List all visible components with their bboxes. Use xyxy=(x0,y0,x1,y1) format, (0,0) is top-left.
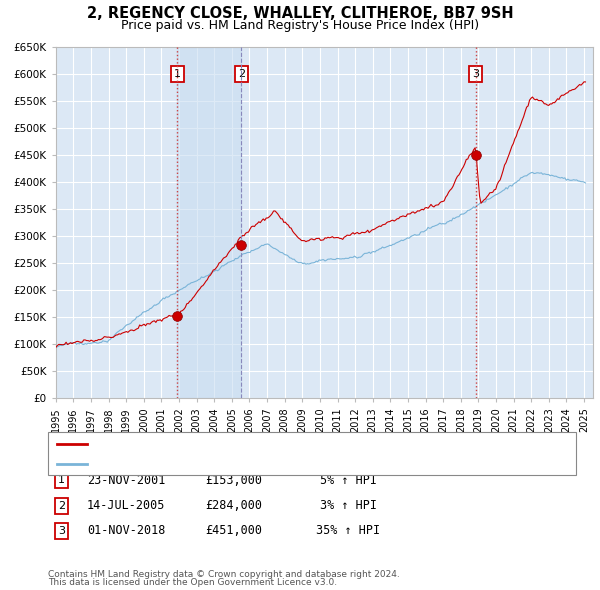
Text: 2: 2 xyxy=(238,69,245,79)
Text: 1: 1 xyxy=(58,476,65,485)
Text: 2: 2 xyxy=(58,501,65,510)
Text: £451,000: £451,000 xyxy=(205,525,263,537)
Text: £153,000: £153,000 xyxy=(205,474,263,487)
Text: 14-JUL-2005: 14-JUL-2005 xyxy=(87,499,165,512)
Text: 35% ↑ HPI: 35% ↑ HPI xyxy=(316,525,380,537)
Text: Price paid vs. HM Land Registry's House Price Index (HPI): Price paid vs. HM Land Registry's House … xyxy=(121,19,479,32)
Text: 3: 3 xyxy=(58,526,65,536)
Text: 3: 3 xyxy=(472,69,479,79)
Text: 01-NOV-2018: 01-NOV-2018 xyxy=(87,525,165,537)
Text: 3% ↑ HPI: 3% ↑ HPI xyxy=(320,499,377,512)
Text: 5% ↑ HPI: 5% ↑ HPI xyxy=(320,474,377,487)
Bar xyxy=(177,47,241,398)
Text: 23-NOV-2001: 23-NOV-2001 xyxy=(87,474,165,487)
Text: Contains HM Land Registry data © Crown copyright and database right 2024.: Contains HM Land Registry data © Crown c… xyxy=(48,570,400,579)
Text: HPI: Average price, detached house, Ribble Valley: HPI: Average price, detached house, Ribb… xyxy=(91,460,397,469)
Text: 2, REGENCY CLOSE, WHALLEY, CLITHEROE, BB7 9SH: 2, REGENCY CLOSE, WHALLEY, CLITHEROE, BB… xyxy=(86,6,514,21)
Text: 2, REGENCY CLOSE, WHALLEY, CLITHEROE, BB7 9SH (detached house): 2, REGENCY CLOSE, WHALLEY, CLITHEROE, BB… xyxy=(91,440,479,450)
Text: £284,000: £284,000 xyxy=(205,499,263,512)
Text: This data is licensed under the Open Government Licence v3.0.: This data is licensed under the Open Gov… xyxy=(48,578,337,587)
Text: 1: 1 xyxy=(174,69,181,79)
